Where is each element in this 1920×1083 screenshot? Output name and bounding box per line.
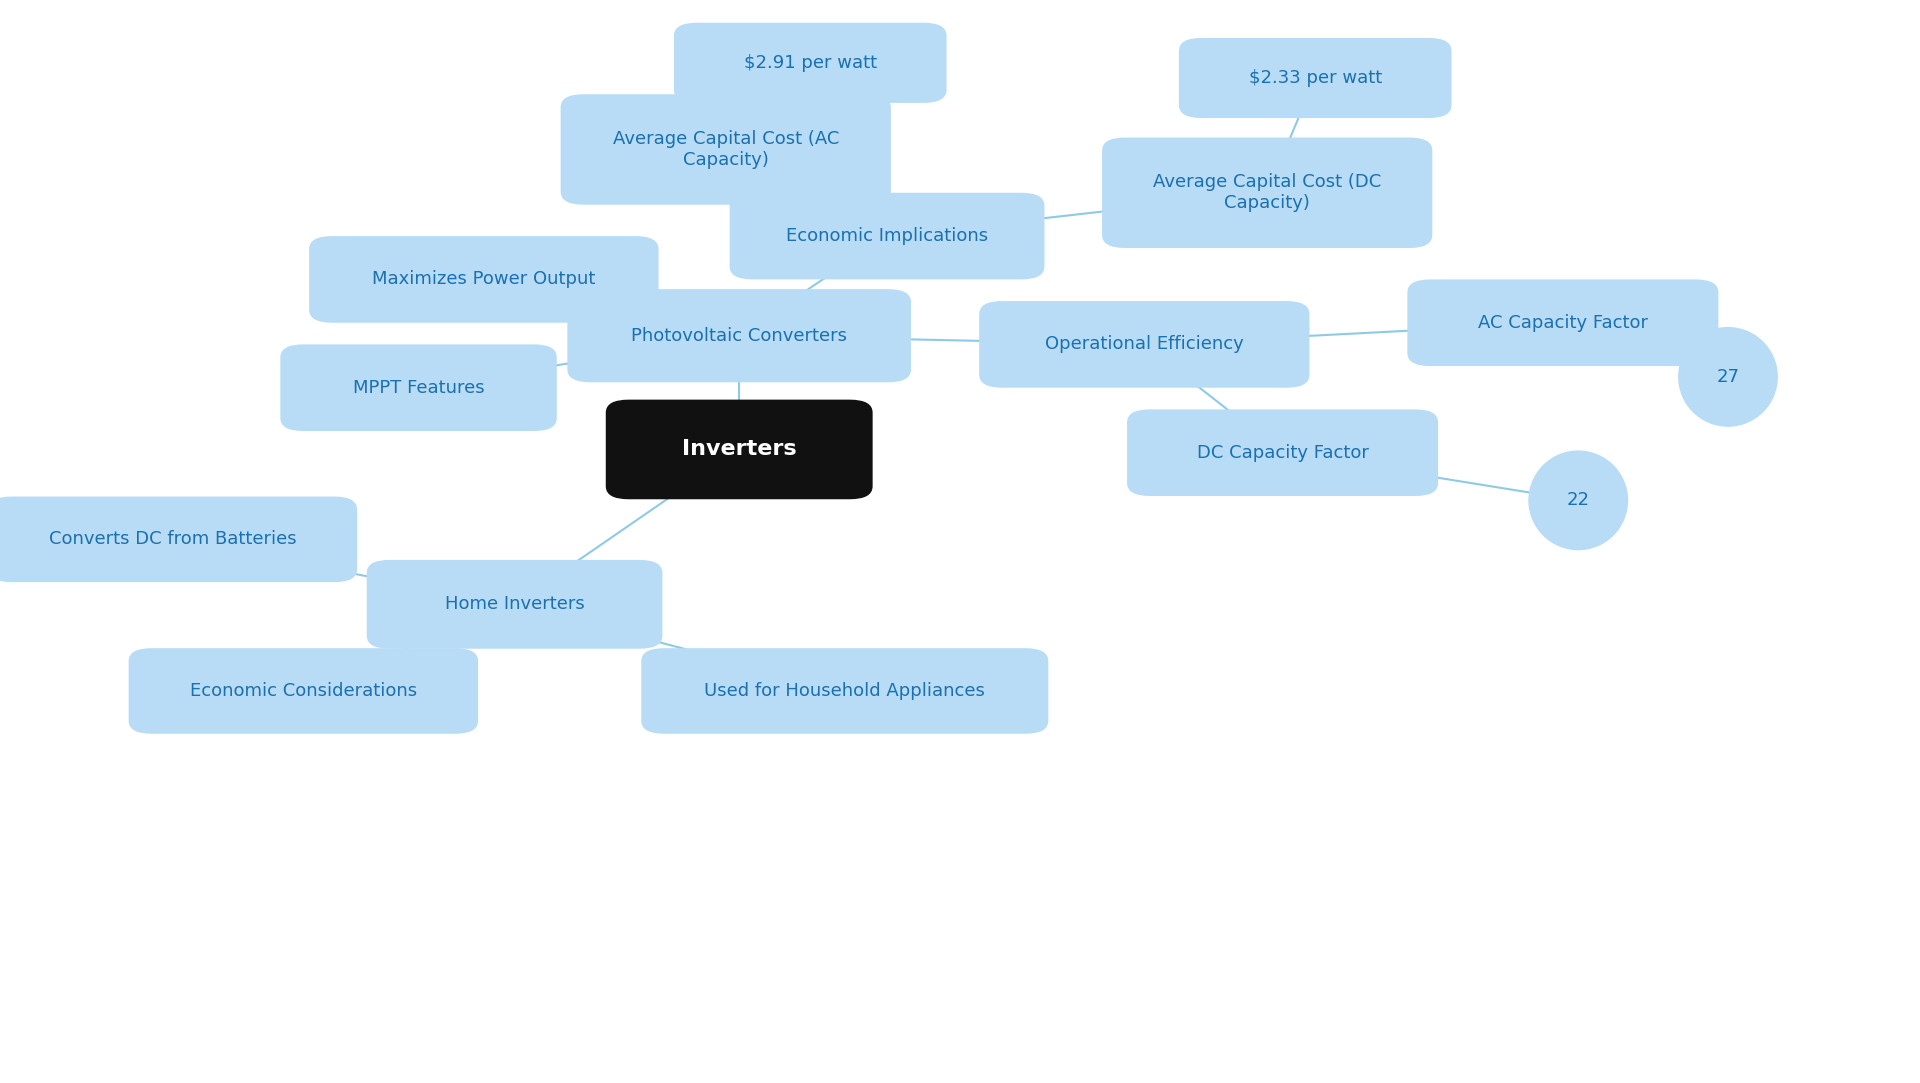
Text: Economic Implications: Economic Implications bbox=[785, 227, 989, 245]
Text: Inverters: Inverters bbox=[682, 440, 797, 459]
Text: Average Capital Cost (DC
Capacity): Average Capital Cost (DC Capacity) bbox=[1154, 173, 1380, 212]
Text: Operational Efficiency: Operational Efficiency bbox=[1044, 336, 1244, 353]
FancyBboxPatch shape bbox=[129, 648, 478, 734]
Text: Economic Considerations: Economic Considerations bbox=[190, 682, 417, 700]
Text: Used for Household Appliances: Used for Household Appliances bbox=[705, 682, 985, 700]
Text: $2.33 per watt: $2.33 per watt bbox=[1248, 69, 1382, 87]
FancyBboxPatch shape bbox=[641, 648, 1048, 734]
FancyBboxPatch shape bbox=[568, 289, 910, 382]
FancyBboxPatch shape bbox=[561, 94, 891, 205]
FancyBboxPatch shape bbox=[1179, 38, 1452, 118]
Text: Converts DC from Batteries: Converts DC from Batteries bbox=[50, 531, 296, 548]
Text: Maximizes Power Output: Maximizes Power Output bbox=[372, 271, 595, 288]
Ellipse shape bbox=[1678, 327, 1778, 427]
Text: Home Inverters: Home Inverters bbox=[445, 596, 584, 613]
FancyBboxPatch shape bbox=[0, 496, 357, 583]
FancyBboxPatch shape bbox=[730, 193, 1044, 279]
Text: DC Capacity Factor: DC Capacity Factor bbox=[1196, 444, 1369, 461]
Text: MPPT Features: MPPT Features bbox=[353, 379, 484, 396]
FancyBboxPatch shape bbox=[979, 301, 1309, 388]
Text: AC Capacity Factor: AC Capacity Factor bbox=[1478, 314, 1647, 331]
FancyBboxPatch shape bbox=[1102, 138, 1432, 248]
Text: 22: 22 bbox=[1567, 492, 1590, 509]
FancyBboxPatch shape bbox=[674, 23, 947, 103]
Text: $2.91 per watt: $2.91 per watt bbox=[743, 54, 877, 71]
FancyBboxPatch shape bbox=[607, 400, 872, 499]
FancyBboxPatch shape bbox=[1407, 279, 1718, 366]
Text: Average Capital Cost (AC
Capacity): Average Capital Cost (AC Capacity) bbox=[612, 130, 839, 169]
Text: 27: 27 bbox=[1716, 368, 1740, 386]
FancyBboxPatch shape bbox=[367, 560, 662, 649]
Ellipse shape bbox=[1528, 451, 1628, 550]
FancyBboxPatch shape bbox=[309, 236, 659, 323]
FancyBboxPatch shape bbox=[280, 344, 557, 431]
Text: Photovoltaic Converters: Photovoltaic Converters bbox=[632, 327, 847, 344]
FancyBboxPatch shape bbox=[1127, 409, 1438, 496]
